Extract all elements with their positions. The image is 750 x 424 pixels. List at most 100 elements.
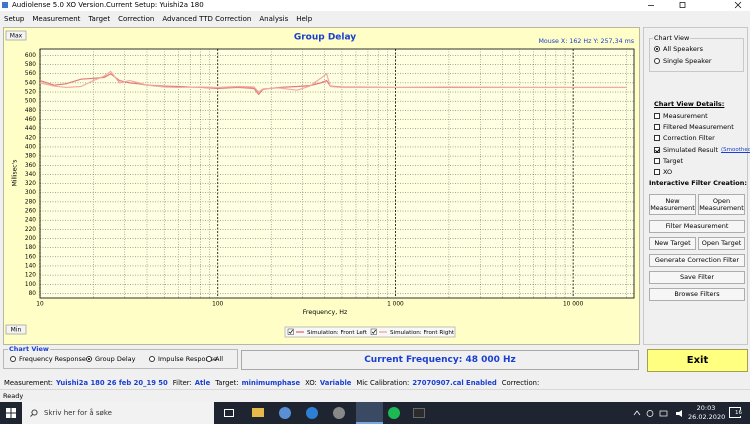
y-tick-label: 460 (25, 117, 36, 123)
radio-option[interactable]: Impulse Response (149, 355, 217, 363)
radio-option[interactable]: Frequency Response (10, 355, 86, 363)
edge-icon[interactable] (306, 407, 318, 419)
bottom-group-title: Chart View (8, 345, 50, 353)
y-tick-label: 260 (25, 209, 36, 215)
checkbox-label[interactable]: Measurement (663, 112, 708, 120)
side-panel: Chart View Chart View Details: Interacti… (643, 27, 750, 345)
radio[interactable] (654, 46, 660, 52)
exit-button[interactable]: Exit (647, 349, 748, 372)
menu-item[interactable]: Advanced TTD Correction (162, 14, 252, 23)
checkbox-option[interactable]: Measurement (654, 112, 708, 120)
start-button[interactable] (6, 408, 16, 418)
menu-item[interactable]: Target (88, 14, 111, 23)
button[interactable]: Filter Measurement (649, 220, 745, 233)
checkbox[interactable] (654, 124, 660, 131)
audiolense-task[interactable] (356, 402, 383, 424)
y-tick-label: 160 (25, 254, 36, 260)
y-tick-label: 200 (25, 236, 36, 242)
menu-item[interactable]: Correction (118, 14, 155, 23)
button[interactable]: Generate Correction Filter (649, 254, 745, 267)
app-icon-7[interactable] (413, 408, 425, 418)
smoothed-link[interactable]: (Smoothed) (721, 146, 750, 153)
menu-item[interactable]: Help (296, 14, 313, 23)
y-tick-label: 380 (25, 154, 36, 160)
notification-badge: 16 (735, 410, 742, 416)
title-bar: Audiolense 5.0 XO Version. Current Setup… (0, 0, 750, 11)
max-button-label[interactable]: Max (10, 32, 23, 39)
checkbox-option[interactable]: Filtered Measurement (654, 123, 734, 131)
checkbox-label[interactable]: Target (663, 156, 684, 165)
legend-label: Simulation: Front Left (307, 330, 368, 336)
radio-label[interactable]: Group Delay (95, 355, 136, 363)
tray-icons[interactable] (632, 409, 692, 418)
x-axis-label: Frequency, Hz (303, 309, 348, 316)
checkbox-label[interactable]: Correction Filter (663, 134, 715, 143)
y-tick-label: 280 (25, 199, 36, 205)
min-button-label[interactable]: Min (11, 326, 22, 333)
radio[interactable] (10, 356, 16, 362)
y-tick-label: 540 (25, 80, 36, 86)
y-tick-label: 140 (25, 263, 36, 269)
taskbar: Skriv her for å søke 20:03 26.02.2020 16 (0, 402, 750, 424)
radio-label[interactable]: Impulse Response (158, 355, 217, 363)
checkbox-label[interactable]: Simulated Result (663, 145, 718, 154)
radio[interactable] (149, 356, 155, 362)
radio-option[interactable]: All (206, 355, 223, 363)
chart-view-group (649, 38, 744, 72)
spotify-icon[interactable] (388, 407, 400, 419)
checkbox-label[interactable]: Filtered Measurement (663, 123, 734, 132)
radio[interactable] (206, 356, 212, 362)
app-icon-2[interactable] (279, 407, 291, 419)
ifc-title: Interactive Filter Creation: (649, 179, 747, 187)
checkbox-label[interactable]: XO (663, 168, 673, 176)
explorer-icon[interactable] (252, 408, 264, 417)
radio-label[interactable]: All Speakers (663, 45, 703, 53)
radio-label[interactable]: Frequency Response (19, 355, 86, 363)
button[interactable]: Browse Filters (649, 288, 745, 301)
legend-box (284, 326, 456, 338)
checkbox-option[interactable]: Correction Filter (654, 134, 715, 142)
menu-item[interactable]: Analysis (259, 14, 289, 23)
status-label: Filter: (172, 378, 192, 387)
task-view[interactable] (224, 409, 234, 417)
radio-label[interactable]: All (215, 355, 224, 363)
radio-label[interactable]: Single Speaker (663, 57, 712, 65)
checkbox-option[interactable]: Simulated Result(Smoothed) (654, 146, 750, 154)
checkbox-option[interactable]: XO (654, 168, 672, 176)
x-tick-label: 1 000 (387, 302, 404, 308)
checkbox[interactable] (654, 157, 660, 164)
radio-option[interactable]: All Speakers (654, 45, 703, 53)
max-button[interactable] (5, 30, 27, 41)
checkbox[interactable] (654, 146, 660, 153)
y-tick-label: 500 (25, 99, 36, 105)
search-placeholder: Skriv her for å søke (44, 409, 112, 417)
radio-option[interactable]: Group Delay (86, 355, 136, 363)
button[interactable]: New Measurement (649, 194, 696, 215)
button[interactable]: Open Measurement (698, 194, 745, 215)
button[interactable]: Open Target (698, 237, 745, 250)
checkbox[interactable] (654, 169, 660, 175)
checkbox-option[interactable]: Target (654, 157, 683, 165)
y-tick-label: 580 (25, 62, 36, 68)
button[interactable]: Save Filter (649, 271, 745, 284)
y-tick-label: 520 (25, 90, 36, 96)
menu-item[interactable]: Setup (4, 14, 25, 23)
window-controls[interactable] (640, 0, 750, 11)
min-button[interactable] (5, 324, 27, 335)
radio-option[interactable]: Single Speaker (654, 57, 712, 65)
app-icon-4[interactable] (333, 407, 345, 419)
search-box[interactable]: Skriv her for å søke (22, 402, 214, 424)
checkbox[interactable] (654, 113, 660, 119)
menu-item[interactable]: Measurement (32, 14, 81, 23)
legend-checkbox[interactable] (370, 328, 377, 335)
legend-check (371, 329, 376, 334)
app-icon (2, 2, 8, 8)
legend-checkbox[interactable] (287, 328, 294, 335)
clock-time: 20:03 (696, 404, 716, 412)
checkbox[interactable] (654, 135, 660, 142)
radio[interactable] (654, 58, 660, 64)
chart-panel: Max Min Group Delay Mouse X: 162 Hz Y: 2… (3, 27, 640, 345)
radio[interactable] (86, 356, 92, 362)
button[interactable]: New Target (649, 237, 696, 250)
series-line (39, 70, 627, 93)
